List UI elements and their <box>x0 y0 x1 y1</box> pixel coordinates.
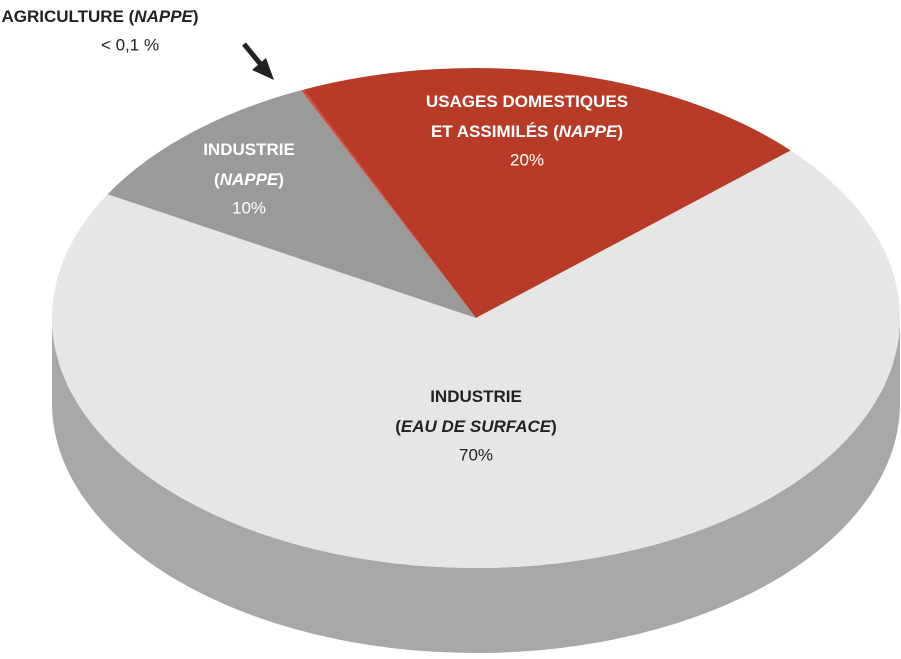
value-label: < 0,1 % <box>101 35 159 54</box>
label-part: USAGES DOMESTIQUES <box>426 92 628 111</box>
pie <box>51 67 900 653</box>
slice <box>51 150 900 568</box>
slice-label: ET ASSIMILÉS (NAPPE) <box>431 122 623 141</box>
label-part: ET ASSIMILÉS ( <box>431 122 559 141</box>
label-part: NAPPE <box>134 7 193 26</box>
label-part: ) <box>278 170 284 189</box>
slice-label: INDUSTRIE <box>430 387 522 406</box>
arrow <box>242 42 274 80</box>
label-part: AGRICULTURE ( <box>1 7 134 26</box>
slice <box>107 90 476 318</box>
label-part: ( <box>395 417 401 436</box>
slice-label: USAGES DOMESTIQUES <box>426 92 628 111</box>
label-part: INDUSTRIE <box>203 140 295 159</box>
slice-label: AGRICULTURE (NAPPE) <box>1 7 198 26</box>
value-label: 10% <box>232 198 266 217</box>
label-part: EAU DE SURFACE <box>401 417 552 436</box>
slice <box>301 89 476 318</box>
label-part: ( <box>214 170 220 189</box>
label-part: ) <box>551 417 557 436</box>
arrow-shaft <box>242 42 264 68</box>
slice-label: (EAU DE SURFACE) <box>395 417 557 436</box>
arrow-head <box>252 58 274 80</box>
slice-label: INDUSTRIE <box>203 140 295 159</box>
value-label: 70% <box>459 445 493 464</box>
slice <box>303 67 791 318</box>
label-part: INDUSTRIE <box>430 387 522 406</box>
label-part: NAPPE <box>220 170 279 189</box>
label-part: ) <box>193 7 199 26</box>
label-part: ) <box>617 122 623 141</box>
slice-label: (NAPPE) <box>214 170 284 189</box>
label-part: NAPPE <box>559 122 618 141</box>
slice-side <box>52 318 900 653</box>
value-label: 20% <box>510 150 544 169</box>
